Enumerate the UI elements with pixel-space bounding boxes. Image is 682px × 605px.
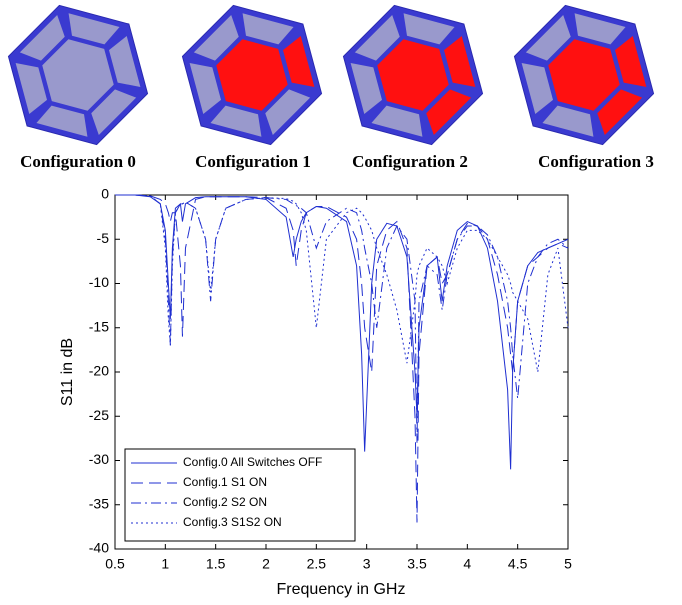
legend-label: Config.1 S1 ON bbox=[183, 475, 267, 489]
x-tick-label: 0.5 bbox=[105, 556, 125, 572]
y-tick-label: -30 bbox=[89, 451, 109, 467]
figure: Configuration 0 Configuration 1 Configur… bbox=[0, 0, 682, 605]
x-tick-label: 3.5 bbox=[407, 556, 427, 572]
x-tick-label: 2.5 bbox=[307, 556, 327, 572]
y-tick-label: -20 bbox=[89, 363, 109, 379]
legend-label: Config.2 S2 ON bbox=[183, 495, 267, 509]
y-tick-label: -15 bbox=[89, 318, 109, 334]
x-tick-label: 1.5 bbox=[206, 556, 226, 572]
y-axis-label: S11 in dB bbox=[59, 338, 76, 406]
legend-label: Config.0 All Switches OFF bbox=[183, 455, 322, 469]
config-label: Configuration 2 bbox=[352, 152, 468, 171]
page: Configuration 0 Configuration 1 Configur… bbox=[0, 0, 682, 605]
y-tick-label: -5 bbox=[97, 230, 110, 246]
config-label: Configuration 3 bbox=[538, 152, 654, 171]
x-tick-label: 1 bbox=[161, 556, 169, 572]
x-tick-label: 4 bbox=[463, 556, 471, 572]
x-tick-label: 2 bbox=[262, 556, 270, 572]
configuration-icons bbox=[8, 5, 653, 144]
y-tick-label: -40 bbox=[89, 540, 109, 556]
y-tick-label: -25 bbox=[89, 407, 109, 423]
legend-label: Config.3 S1S2 ON bbox=[183, 515, 282, 529]
config-label: Configuration 1 bbox=[195, 152, 311, 171]
x-tick-label: 3 bbox=[363, 556, 371, 572]
y-tick-label: -10 bbox=[89, 274, 109, 290]
config-label: Configuration 0 bbox=[20, 152, 136, 171]
x-tick-label: 5 bbox=[564, 556, 572, 572]
y-tick-label: -35 bbox=[89, 495, 109, 511]
x-tick-label: 4.5 bbox=[508, 556, 528, 572]
y-tick-label: 0 bbox=[101, 186, 109, 202]
x-axis-label: Frequency in GHz bbox=[277, 581, 406, 598]
